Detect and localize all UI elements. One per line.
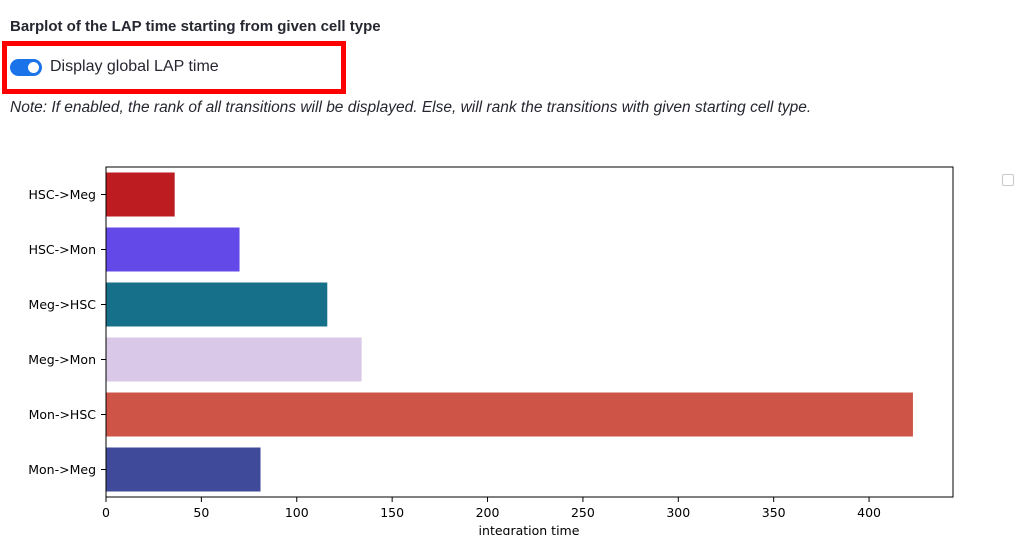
y-tick-label: Meg->HSC [29, 297, 97, 312]
x-axis-label: integration time [479, 523, 580, 535]
bar-Mon->Meg [106, 447, 261, 492]
highlight-box [2, 41, 346, 94]
x-tick-label: 200 [476, 505, 500, 520]
legend-box [1002, 174, 1014, 186]
y-tick-label: Meg->Mon [28, 352, 96, 367]
toggle-knob [28, 61, 39, 73]
y-tick-label: HSC->Meg [29, 187, 96, 202]
bar-Meg->HSC [106, 282, 328, 327]
global-lap-toggle-row[interactable]: Display global LAP time [10, 57, 219, 77]
x-tick-label: 100 [285, 505, 309, 520]
y-tick-label: Mon->HSC [29, 407, 97, 422]
plot-frame [105, 166, 954, 498]
toggle-label: Display global LAP time [50, 58, 219, 75]
bar-Mon->HSC [106, 392, 913, 437]
x-tick-label: 250 [571, 505, 595, 520]
x-tick-label: 0 [102, 505, 110, 520]
y-tick-label: HSC->Mon [29, 242, 96, 257]
bar-Meg->Mon [106, 337, 362, 382]
y-tick-label: Mon->Meg [28, 462, 96, 477]
x-tick-label: 350 [762, 505, 786, 520]
chart-section-title: Barplot of the LAP time starting from gi… [10, 18, 381, 35]
lap-time-barplot: HSC->Meg HSC->Mon Meg->HSC Meg->Mon Mon->HSC… [28, 166, 954, 535]
x-tick-label: 50 [193, 505, 209, 520]
note-text: Note: If enabled, the rank of all transi… [10, 99, 812, 116]
bar-HSC->Mon [106, 227, 240, 272]
x-tick-label: 300 [666, 505, 690, 520]
global-lap-toggle-switch[interactable] [10, 58, 42, 76]
x-tick-label: 150 [380, 505, 404, 520]
bar-HSC->Meg [106, 172, 175, 217]
x-tick-label: 400 [857, 505, 881, 520]
